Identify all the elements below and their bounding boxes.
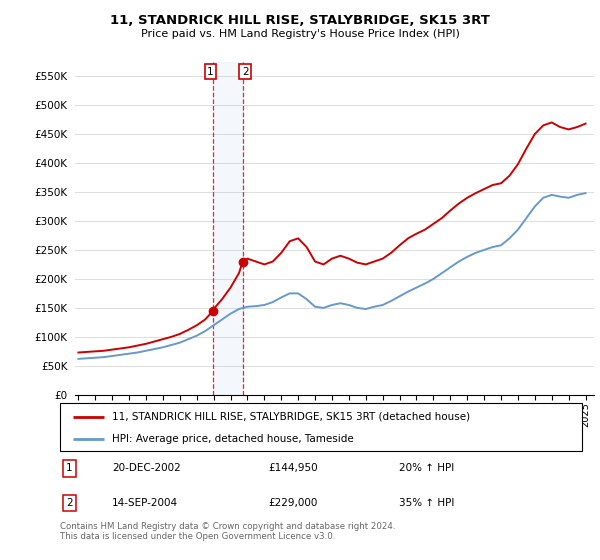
Bar xyxy=(213,62,242,395)
Text: 11, STANDRICK HILL RISE, STALYBRIDGE, SK15 3RT (detached house): 11, STANDRICK HILL RISE, STALYBRIDGE, SK… xyxy=(112,412,470,422)
Text: 20% ↑ HPI: 20% ↑ HPI xyxy=(400,464,455,473)
Text: HPI: Average price, detached house, Tameside: HPI: Average price, detached house, Tame… xyxy=(112,434,354,444)
Text: 1: 1 xyxy=(66,464,73,473)
Text: 35% ↑ HPI: 35% ↑ HPI xyxy=(400,498,455,508)
Text: Contains HM Land Registry data © Crown copyright and database right 2024.
This d: Contains HM Land Registry data © Crown c… xyxy=(60,522,395,542)
Text: 2: 2 xyxy=(242,67,248,77)
Text: £229,000: £229,000 xyxy=(269,498,318,508)
Text: Price paid vs. HM Land Registry's House Price Index (HPI): Price paid vs. HM Land Registry's House … xyxy=(140,29,460,39)
Text: 1: 1 xyxy=(207,67,214,77)
FancyBboxPatch shape xyxy=(60,403,582,451)
Text: 11, STANDRICK HILL RISE, STALYBRIDGE, SK15 3RT: 11, STANDRICK HILL RISE, STALYBRIDGE, SK… xyxy=(110,14,490,27)
Text: 14-SEP-2004: 14-SEP-2004 xyxy=(112,498,178,508)
Text: 20-DEC-2002: 20-DEC-2002 xyxy=(112,464,181,473)
Text: 2: 2 xyxy=(66,498,73,508)
Text: £144,950: £144,950 xyxy=(269,464,319,473)
